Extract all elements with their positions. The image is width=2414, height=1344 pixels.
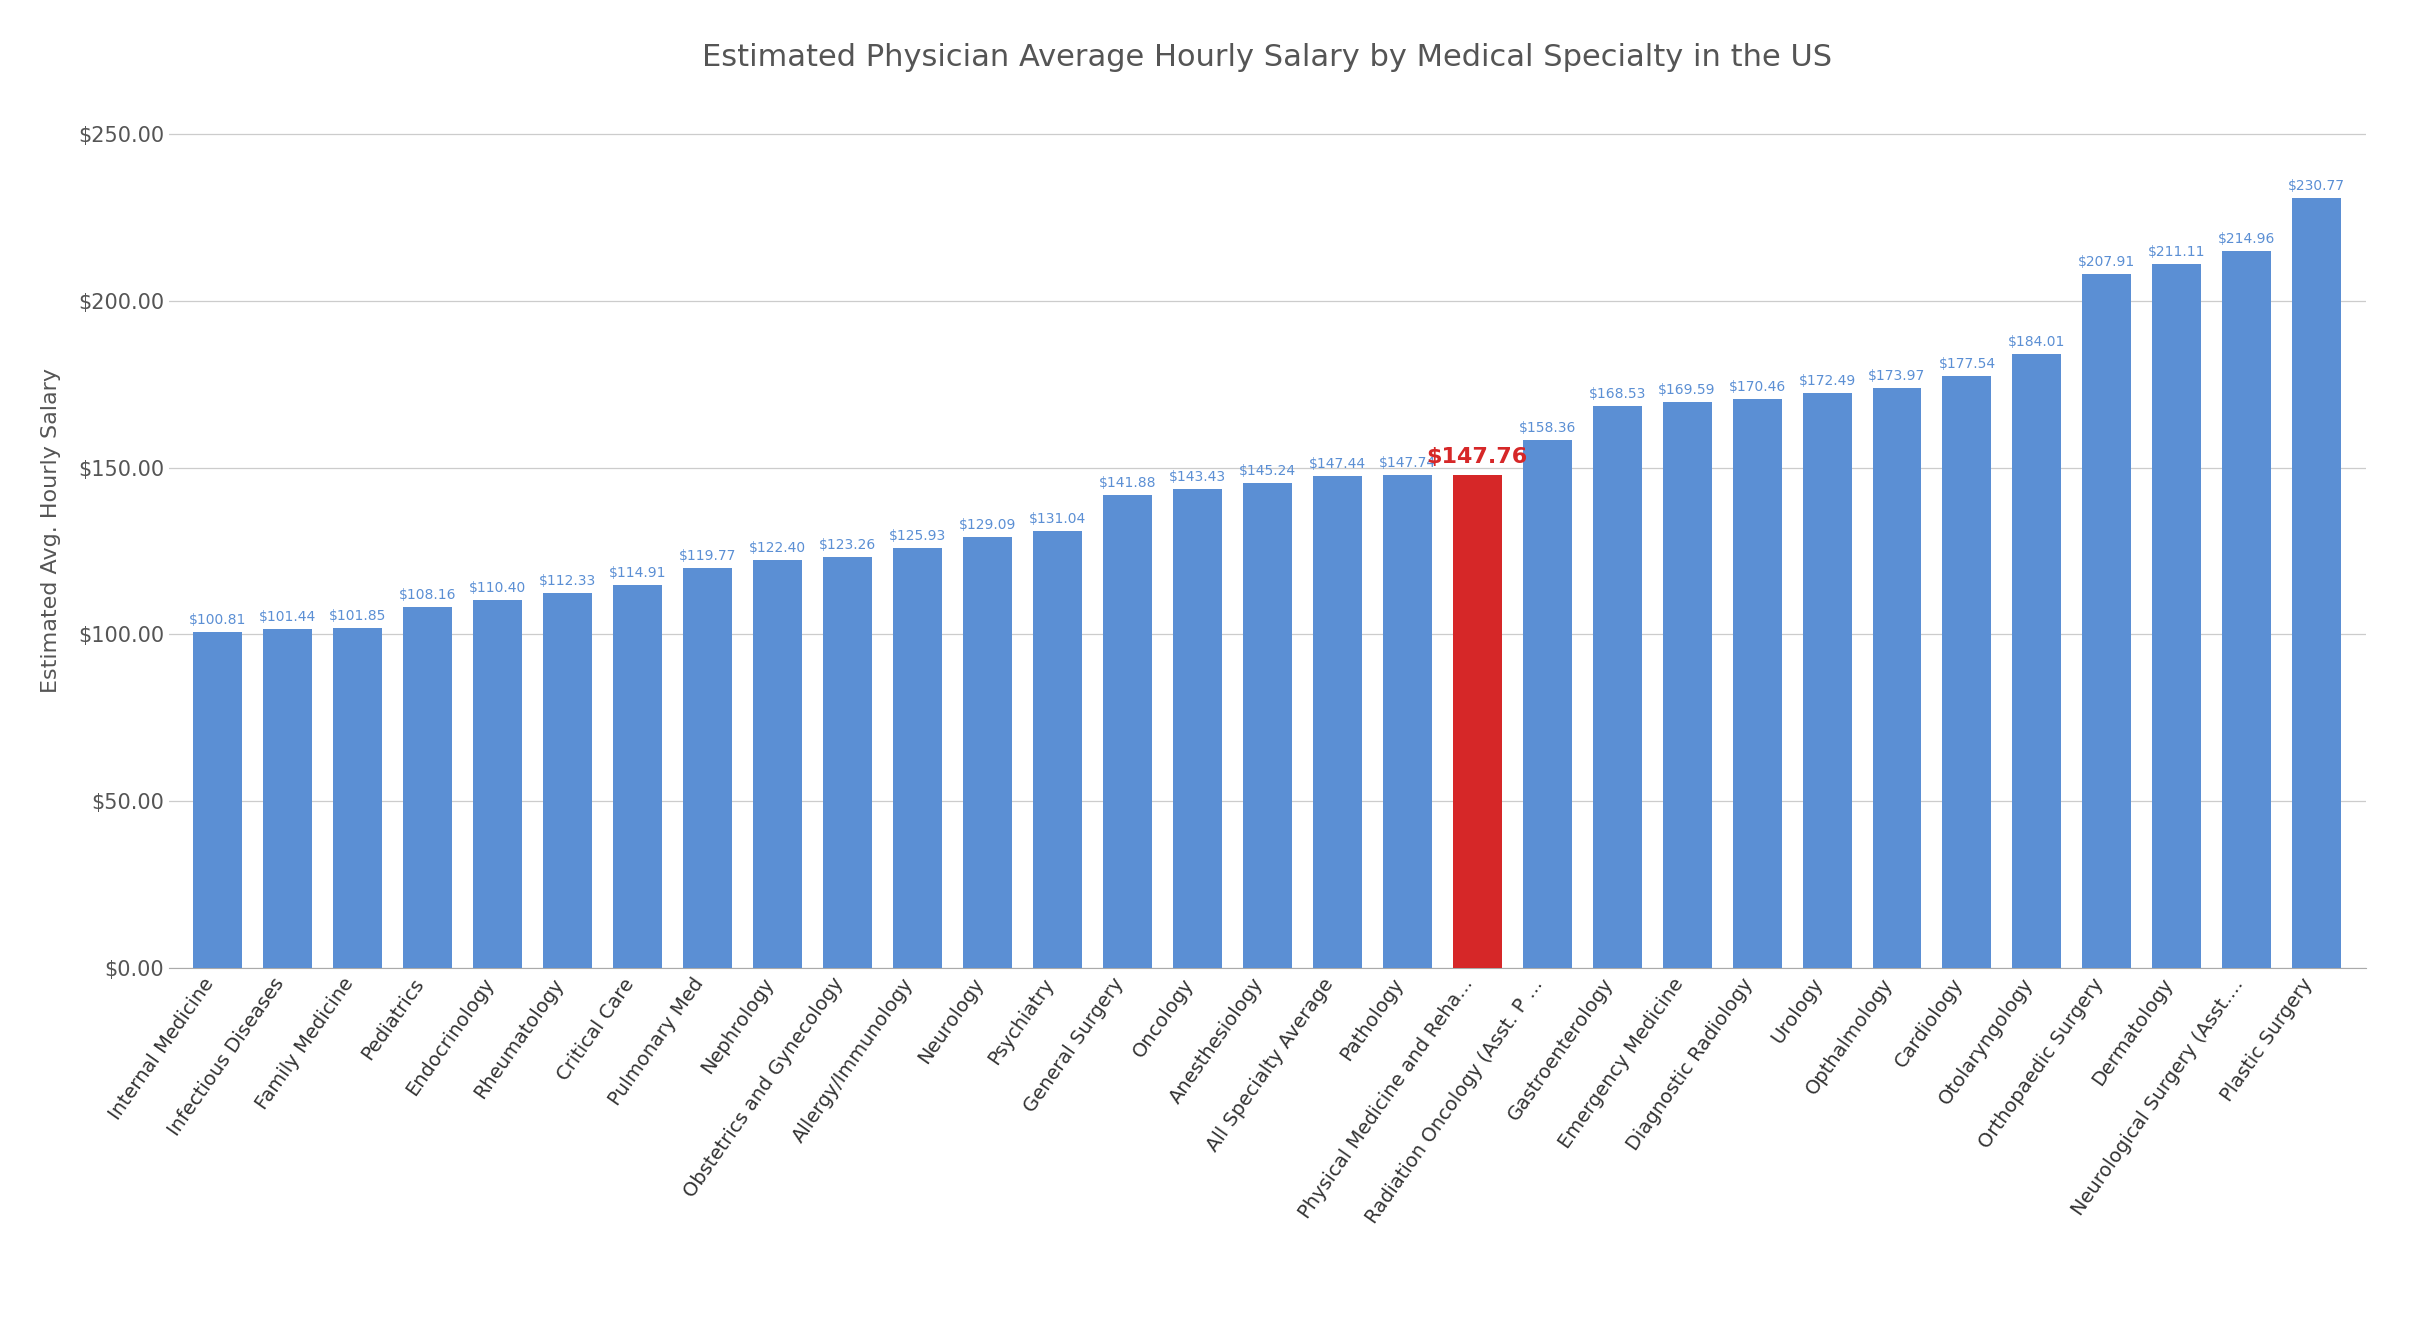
Bar bbox=[2153, 263, 2202, 968]
Bar bbox=[1873, 387, 1922, 968]
Bar bbox=[403, 607, 451, 968]
Text: $101.44: $101.44 bbox=[258, 610, 316, 625]
Bar bbox=[1523, 439, 1572, 968]
Text: $230.77: $230.77 bbox=[2288, 179, 2346, 194]
Text: $143.43: $143.43 bbox=[1168, 470, 1226, 484]
Text: $172.49: $172.49 bbox=[1798, 374, 1856, 387]
Bar bbox=[333, 628, 381, 968]
Bar bbox=[2013, 353, 2062, 968]
Text: $129.09: $129.09 bbox=[958, 519, 1016, 532]
Text: $168.53: $168.53 bbox=[1588, 387, 1646, 401]
Text: $173.97: $173.97 bbox=[1868, 368, 1926, 383]
Text: $214.96: $214.96 bbox=[2218, 233, 2276, 246]
Bar bbox=[1943, 376, 1992, 968]
Bar bbox=[2083, 274, 2132, 968]
Bar bbox=[1033, 531, 1081, 968]
Bar bbox=[1313, 476, 1361, 968]
Bar bbox=[2293, 198, 2342, 968]
Bar bbox=[1173, 489, 1221, 968]
Bar bbox=[1663, 402, 1712, 968]
Bar bbox=[1453, 474, 1502, 968]
Text: $177.54: $177.54 bbox=[1938, 356, 1996, 371]
Text: $131.04: $131.04 bbox=[1028, 512, 1086, 526]
Text: $123.26: $123.26 bbox=[818, 538, 876, 551]
Bar bbox=[193, 632, 241, 968]
Text: $158.36: $158.36 bbox=[1518, 421, 1576, 434]
Text: $211.11: $211.11 bbox=[2148, 245, 2206, 259]
Bar bbox=[683, 569, 731, 968]
Bar bbox=[473, 599, 521, 968]
Bar bbox=[1593, 406, 1642, 968]
Bar bbox=[613, 585, 661, 968]
Text: $145.24: $145.24 bbox=[1238, 465, 1296, 478]
Title: Estimated Physician Average Hourly Salary by Medical Specialty in the US: Estimated Physician Average Hourly Salar… bbox=[702, 43, 1832, 73]
Text: $110.40: $110.40 bbox=[468, 581, 526, 594]
Bar bbox=[893, 548, 941, 968]
Text: $114.91: $114.91 bbox=[608, 566, 666, 579]
Text: $101.85: $101.85 bbox=[328, 609, 386, 624]
Y-axis label: Estimated Avg. Hourly Salary: Estimated Avg. Hourly Salary bbox=[41, 368, 60, 694]
Text: $184.01: $184.01 bbox=[2008, 335, 2066, 349]
Text: $119.77: $119.77 bbox=[678, 550, 736, 563]
Text: $108.16: $108.16 bbox=[398, 589, 456, 602]
Text: $147.74: $147.74 bbox=[1378, 456, 1436, 470]
Text: $141.88: $141.88 bbox=[1098, 476, 1156, 489]
Bar bbox=[1733, 399, 1782, 968]
Text: $147.76: $147.76 bbox=[1427, 446, 1528, 466]
Text: $112.33: $112.33 bbox=[538, 574, 596, 589]
Text: $207.91: $207.91 bbox=[2078, 255, 2136, 269]
Bar bbox=[1243, 484, 1291, 968]
Text: $169.59: $169.59 bbox=[1658, 383, 1716, 398]
Bar bbox=[2223, 251, 2272, 968]
Bar bbox=[753, 559, 801, 968]
Bar bbox=[823, 556, 871, 968]
Text: $170.46: $170.46 bbox=[1728, 380, 1786, 394]
Bar bbox=[1103, 495, 1151, 968]
Text: $122.40: $122.40 bbox=[748, 540, 806, 555]
Bar bbox=[263, 629, 311, 968]
Bar bbox=[1803, 392, 1852, 968]
Bar bbox=[1383, 474, 1432, 968]
Bar bbox=[543, 593, 591, 968]
Text: $125.93: $125.93 bbox=[888, 528, 946, 543]
Bar bbox=[963, 538, 1011, 968]
Text: $147.44: $147.44 bbox=[1308, 457, 1366, 470]
Text: $100.81: $100.81 bbox=[188, 613, 246, 626]
